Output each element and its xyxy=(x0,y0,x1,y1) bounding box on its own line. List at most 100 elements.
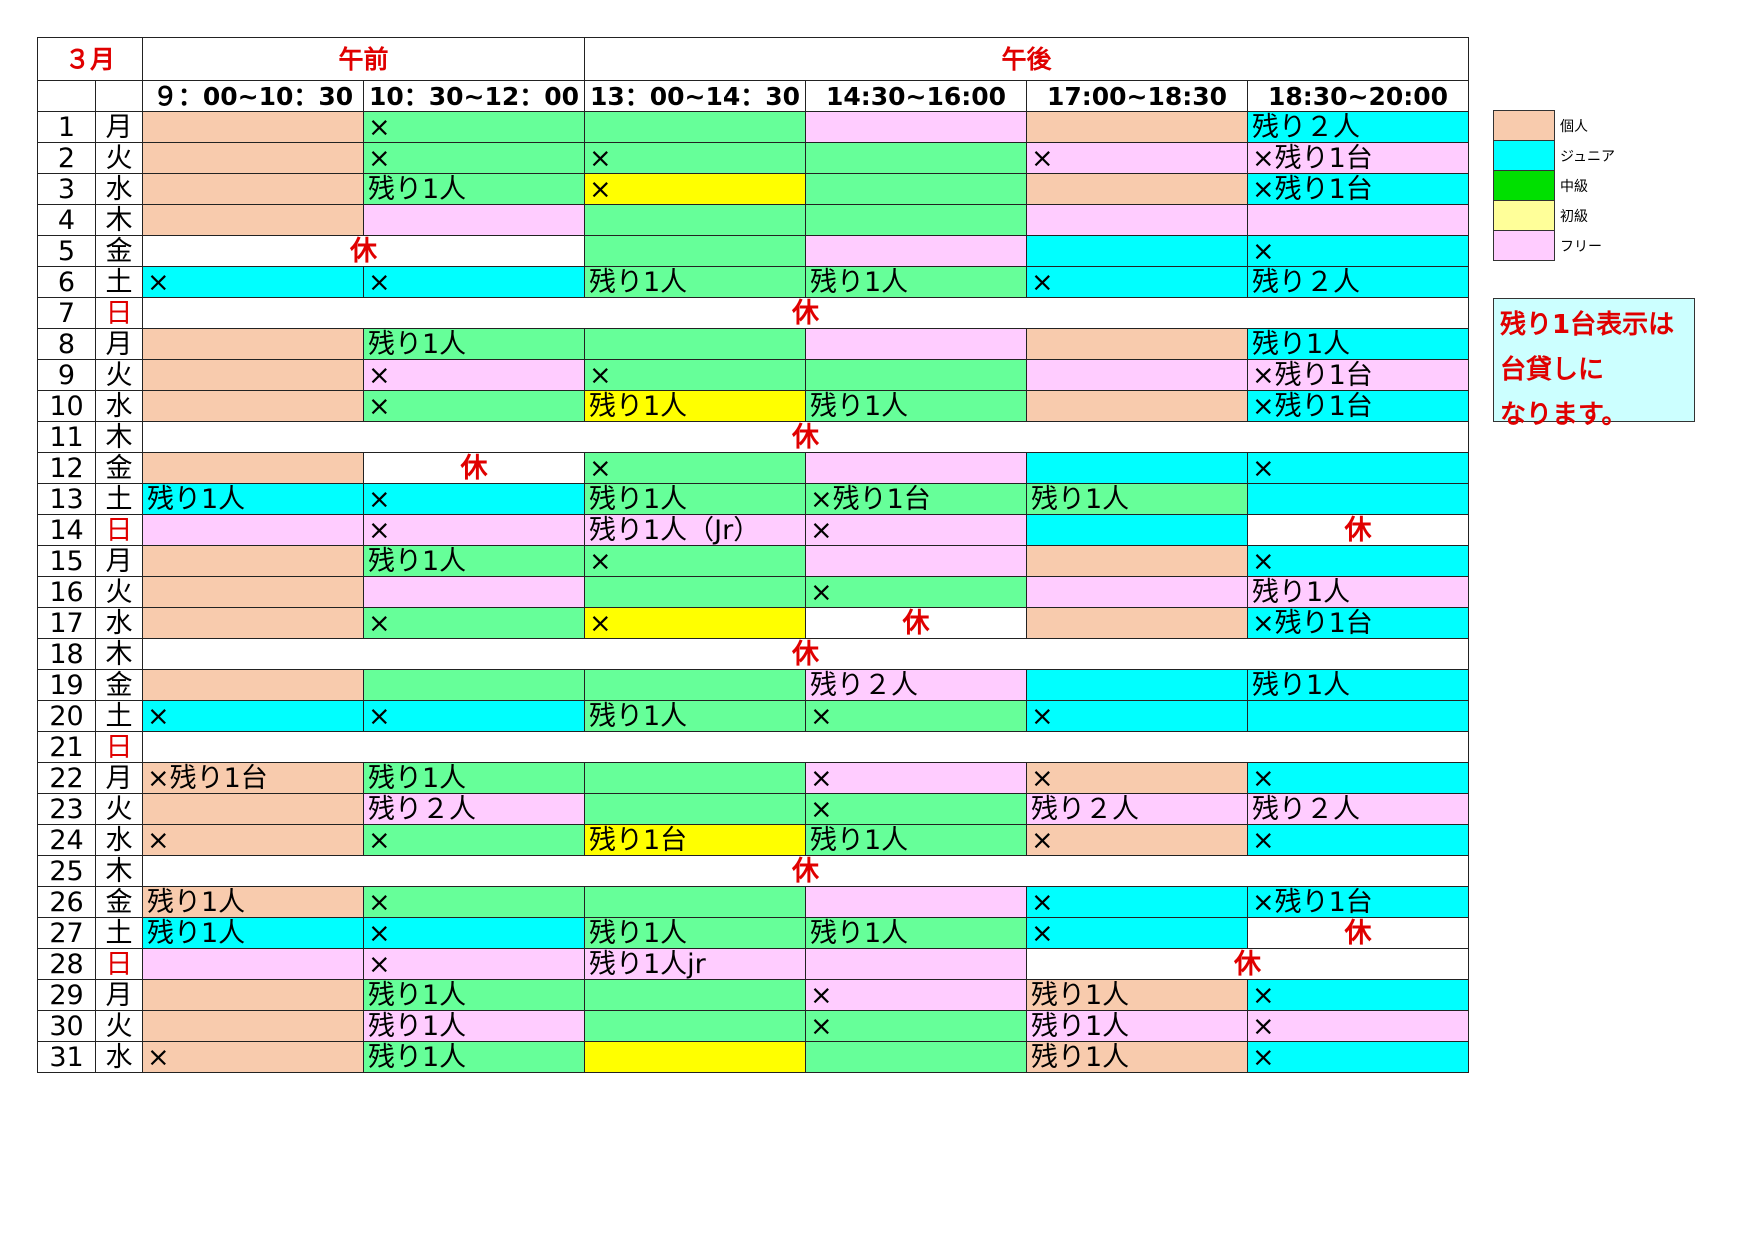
legend-swatch xyxy=(1493,110,1555,141)
slot-status: 残り２人 xyxy=(1252,266,1360,298)
slot-cell: × xyxy=(363,359,585,391)
table-row: 10 水 × 残り1人 残り1人 ×残り1台 xyxy=(37,390,1469,422)
slot-cell: 残り1人 xyxy=(1247,669,1469,701)
day-number: 25 xyxy=(37,855,96,887)
slot-cell: × xyxy=(363,948,585,980)
slot-cell xyxy=(363,204,585,236)
slot-cell: × xyxy=(805,762,1027,794)
slot-cell: × xyxy=(363,886,585,918)
slot-cell: × xyxy=(584,142,806,174)
table-row: 19 金 残り２人 残り1人 xyxy=(37,669,1469,701)
table-row: 2 火 × × × ×残り1台 xyxy=(37,142,1469,174)
slot-status: × xyxy=(589,545,612,577)
slot-cell: 残り1人 xyxy=(805,390,1027,422)
time-slot-header: 13：00~14：30 xyxy=(584,80,806,112)
slot-status: × xyxy=(589,607,612,639)
weekday: 金 xyxy=(95,886,143,918)
slot-cell xyxy=(805,204,1027,236)
slot-status: 残り1人 xyxy=(368,545,467,577)
schedule-body: 1 月 × 残り２人 2 火 × × × ×残り1台 3 水残り1人 × ×残り1台 4 木 5 金休 × 6 土 × × 残… xyxy=(37,111,1469,1073)
slot-cell xyxy=(584,793,806,825)
slot-status: × xyxy=(368,142,391,174)
slot-cell xyxy=(1247,700,1469,732)
slot-cell: × xyxy=(1247,824,1469,856)
slot-status: × xyxy=(810,700,833,732)
day-number: 11 xyxy=(37,421,96,453)
slot-cell: × xyxy=(363,142,585,174)
table-row: 23 火 残り２人 × 残り２人 残り２人 xyxy=(37,793,1469,825)
slot-status: ×残り1台 xyxy=(1252,359,1373,391)
slot-status: × xyxy=(810,979,833,1011)
slot-cell: 残り1人 xyxy=(363,328,585,360)
slot-status: × xyxy=(368,514,391,546)
slot-cell: ×残り1台 xyxy=(1247,142,1469,174)
table-row: 18 木休 xyxy=(37,638,1469,670)
weekday: 火 xyxy=(95,793,143,825)
note-line: なります。 xyxy=(1500,400,1628,430)
slot-status: × xyxy=(1031,917,1054,949)
day-number: 31 xyxy=(37,1041,96,1073)
table-row: 15 月 残り1人 × × xyxy=(37,545,1469,577)
weekday: 土 xyxy=(95,266,143,298)
day-number: 23 xyxy=(37,793,96,825)
weekday: 土 xyxy=(95,917,143,949)
slot-cell: × xyxy=(1026,886,1248,918)
day-number: 9 xyxy=(37,359,96,391)
slot-cell: × xyxy=(1026,266,1248,298)
day-number: 15 xyxy=(37,545,96,577)
slot-status: 残り1人（Jr） xyxy=(589,514,761,546)
day-number: 18 xyxy=(37,638,96,670)
slot-cell: × xyxy=(363,266,585,298)
slot-cell: × xyxy=(1247,762,1469,794)
slot-cell xyxy=(584,669,806,701)
slot-cell xyxy=(805,545,1027,577)
slot-status: 残り２人 xyxy=(368,793,476,825)
weekday: 木 xyxy=(95,638,143,670)
day-number: 29 xyxy=(37,979,96,1011)
slot-status: 残り1台 xyxy=(589,824,688,856)
slot-status: × xyxy=(1252,762,1275,794)
day-number: 14 xyxy=(37,514,96,546)
slot-status: × xyxy=(368,917,391,949)
table-row: 30 火 残り1人 × 残り1人 × xyxy=(37,1010,1469,1042)
slot-cell xyxy=(142,142,364,174)
weekday: 金 xyxy=(95,669,143,701)
slot-status: × xyxy=(810,514,833,546)
slot-cell xyxy=(142,669,364,701)
slot-cell: × xyxy=(1026,824,1248,856)
slot-status: × xyxy=(589,359,612,391)
slot-cell xyxy=(1026,390,1248,422)
closed-cell: 休 xyxy=(142,638,1469,670)
slot-cell: × xyxy=(363,607,585,639)
slot-status: 残り1人 xyxy=(368,173,467,205)
weekday: 木 xyxy=(95,204,143,236)
weekday: 水 xyxy=(95,607,143,639)
slot-cell xyxy=(1247,483,1469,515)
day-number: 24 xyxy=(37,824,96,856)
slot-status: × xyxy=(1031,824,1054,856)
slot-cell: × xyxy=(142,824,364,856)
day-number: 3 xyxy=(37,173,96,205)
slot-cell: × xyxy=(584,545,806,577)
closed-cell: 休 xyxy=(1247,917,1469,949)
slot-status: ×残り1台 xyxy=(1252,173,1373,205)
slot-status: × xyxy=(368,607,391,639)
weekday: 日 xyxy=(95,731,143,763)
weekday: 土 xyxy=(95,700,143,732)
slot-status: × xyxy=(1252,545,1275,577)
day-number: 26 xyxy=(37,886,96,918)
slot-cell: 残り1人 xyxy=(805,266,1027,298)
month-header: ３月 xyxy=(37,37,143,81)
table-row: 3 水 残り1人 × ×残り1台 xyxy=(37,173,1469,205)
legend-label: ジュニア xyxy=(1560,148,1616,165)
slot-cell xyxy=(142,204,364,236)
weekday: 土 xyxy=(95,483,143,515)
slot-cell: × xyxy=(805,1010,1027,1042)
table-row: 27 土残り1人 × 残り1人 残り1人 × 休 xyxy=(37,917,1469,949)
slot-cell: 残り1人 xyxy=(142,917,364,949)
slot-status: 残り1人 xyxy=(368,979,467,1011)
closed-cell: 休 xyxy=(142,297,1469,329)
weekday: 月 xyxy=(95,762,143,794)
slot-cell: ×残り1台 xyxy=(1247,607,1469,639)
legend-swatch xyxy=(1493,170,1555,201)
